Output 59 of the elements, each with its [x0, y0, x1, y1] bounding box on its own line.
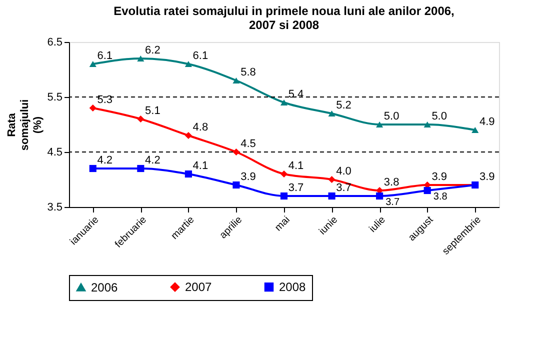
point	[328, 110, 336, 117]
point	[232, 77, 240, 84]
point	[184, 60, 192, 68]
point	[472, 126, 479, 134]
data-label: 4.1	[288, 160, 304, 172]
data-label: 5.2	[336, 100, 352, 112]
data-label: 3.8	[384, 176, 400, 188]
data-label: 3.8	[433, 192, 448, 202]
data-label: 5.8	[240, 66, 256, 78]
legend-label: 2007	[185, 280, 212, 294]
point	[89, 60, 96, 68]
point	[184, 132, 192, 140]
y-tick-label: 5.5	[47, 92, 62, 104]
data-label: 5.0	[384, 110, 400, 122]
data-label: 5.1	[145, 105, 160, 117]
x-tick-label: iulie	[367, 214, 388, 235]
point	[280, 192, 288, 200]
data-label: 3.9	[432, 171, 447, 183]
data-label: 4.8	[192, 122, 208, 134]
x-tick-label: iunie	[317, 214, 340, 238]
data-label: 4.1	[192, 160, 208, 172]
data-label: 3.7	[288, 182, 304, 194]
data-label: 6.2	[145, 44, 160, 56]
chart-title: Evolutia ratei somajului in primele noua luni ale anilor 2006, 2007 si 2008	[114, 4, 454, 32]
point	[376, 121, 384, 128]
point	[280, 170, 288, 178]
point	[424, 186, 431, 194]
point	[328, 176, 336, 184]
y-axis-title: Rata somajului (%)	[6, 99, 44, 151]
x-tick-label: mai	[273, 214, 292, 234]
data-label: 4.9	[479, 116, 495, 128]
data-label: 4.2	[97, 154, 113, 166]
point	[89, 104, 96, 112]
data-label: 5.0	[432, 110, 447, 122]
point	[137, 55, 144, 62]
point	[89, 164, 96, 172]
point	[137, 164, 144, 172]
legend-label: 2006	[91, 280, 118, 294]
point	[184, 170, 192, 178]
data-label: 4.5	[240, 138, 256, 150]
legend-label: 2008	[279, 280, 306, 294]
y-tick-label: 3.5	[47, 202, 62, 214]
point	[232, 148, 240, 156]
point	[424, 121, 431, 128]
data-label: 6.1	[192, 50, 208, 62]
point	[328, 192, 336, 200]
data-label: 3.7	[336, 182, 352, 194]
point	[376, 192, 384, 200]
y-tick-label: 6.5	[47, 36, 62, 48]
point	[232, 181, 240, 189]
point	[137, 115, 144, 123]
point	[280, 99, 288, 106]
y-tick-label: 4.5	[47, 146, 62, 158]
data-label: 3.7	[386, 197, 400, 208]
data-label: 4.2	[145, 154, 160, 166]
data-label: 4.0	[336, 166, 352, 178]
data-label: 3.9	[479, 171, 495, 183]
data-label: 3.9	[240, 171, 256, 183]
data-label: 6.1	[97, 50, 113, 62]
